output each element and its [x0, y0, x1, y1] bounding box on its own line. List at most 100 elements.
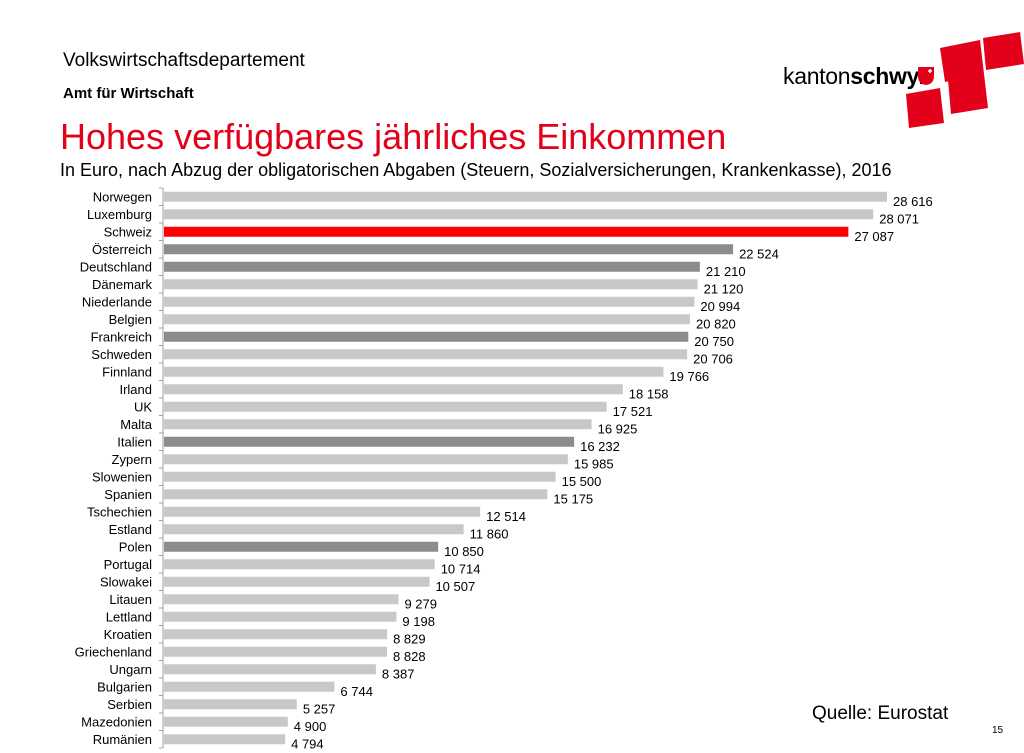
category-label: Finnland [102, 364, 152, 379]
bar-polen [164, 541, 439, 552]
bar-niederlande [164, 296, 695, 307]
bar-portugal [164, 559, 435, 570]
category-label: Portugal [104, 557, 153, 572]
category-label: Dänemark [92, 277, 152, 292]
bar-schweiz [164, 226, 849, 237]
logo-text-schwyz: schwyz [850, 63, 931, 89]
bar-mazedonien [164, 716, 288, 727]
department-name: Volkswirtschaftsdepartement [63, 50, 305, 71]
value-label: 8 829 [393, 631, 426, 646]
category-label: Griechenland [75, 644, 152, 659]
value-label: 19 766 [669, 369, 709, 384]
category-label: Frankreich [91, 329, 152, 344]
value-label: 17 521 [613, 404, 653, 419]
bar-italien [164, 436, 575, 447]
value-label: 9 279 [404, 596, 437, 611]
value-label: 21 210 [706, 264, 746, 279]
value-label: 15 985 [574, 456, 614, 471]
category-label: Niederlande [82, 294, 152, 309]
category-label: Estland [109, 522, 152, 537]
bar-irland [164, 384, 623, 395]
bar-serbien [164, 699, 297, 710]
bar-schweden [164, 349, 688, 360]
bar-norwegen [164, 191, 887, 202]
bar-zypern [164, 454, 568, 465]
category-label: Serbien [107, 697, 152, 712]
bar-slowenien [164, 471, 556, 482]
category-label: Spanien [104, 487, 152, 502]
value-label: 21 120 [704, 281, 744, 296]
bar-spanien [164, 489, 548, 500]
category-label: Italien [117, 434, 152, 449]
bar-belgien [164, 314, 691, 325]
value-label: 20 750 [694, 334, 734, 349]
bar-kroatien [164, 629, 388, 640]
source-note: Quelle: Eurostat [812, 703, 949, 724]
category-label: Schweiz [104, 224, 152, 239]
bar-rumänien [164, 734, 286, 745]
bar-tschechien [164, 506, 481, 517]
category-label: Belgien [109, 312, 152, 327]
value-label: 11 860 [470, 526, 509, 541]
value-label: 4 794 [291, 736, 324, 751]
category-label: UK [134, 399, 152, 414]
value-label: 8 387 [382, 666, 415, 681]
value-label: 9 198 [402, 614, 435, 629]
value-label: 20 820 [696, 316, 736, 331]
category-label: Ungarn [109, 662, 152, 677]
bar-deutschland [164, 261, 700, 272]
bar-litauen [164, 594, 399, 605]
page-number: 15 [992, 725, 1004, 736]
bar-dänemark [164, 279, 698, 290]
value-label: 22 524 [739, 246, 779, 261]
category-label: Österreich [92, 242, 152, 257]
logo-text-kanton: kanton [783, 63, 851, 89]
category-label: Norwegen [93, 189, 152, 204]
bar-estland [164, 524, 464, 535]
value-label: 20 994 [700, 299, 740, 314]
category-label: Zypern [112, 452, 152, 467]
category-label: Irland [119, 382, 152, 397]
category-label: Luxemburg [87, 207, 152, 222]
bar-bulgarien [164, 681, 335, 692]
bar-uk [164, 401, 607, 412]
category-label: Malta [120, 417, 153, 432]
office-name: Amt für Wirtschaft [63, 85, 194, 102]
category-label: Rumänien [93, 732, 152, 747]
bar-malta [164, 419, 592, 430]
value-label: 27 087 [854, 229, 894, 244]
category-label: Deutschland [80, 259, 152, 274]
bar-griechenland [164, 646, 388, 657]
category-label: Lettland [106, 609, 152, 624]
value-label: 18 158 [629, 386, 669, 401]
kanton-schwyz-logo: kantonschwyz [783, 63, 931, 90]
category-label: Bulgarien [97, 679, 152, 694]
value-label: 28 071 [879, 211, 919, 226]
value-label: 28 616 [893, 194, 933, 209]
value-label: 20 706 [693, 351, 733, 366]
category-label: Schweden [91, 347, 152, 362]
bar-frankreich [164, 331, 689, 342]
value-label: 10 507 [435, 579, 475, 594]
value-label: 10 714 [441, 561, 481, 576]
value-label: 10 850 [444, 544, 484, 559]
category-label: Mazedonien [81, 714, 152, 729]
shield-icon [918, 67, 934, 85]
slide-subtitle: In Euro, nach Abzug der obligatorischen … [60, 160, 892, 180]
value-label: 12 514 [486, 509, 526, 524]
bar-österreich [164, 244, 734, 255]
bar-lettland [164, 611, 397, 622]
value-label: 5 257 [303, 701, 336, 716]
value-label: 6 744 [340, 684, 373, 699]
bar-luxemburg [164, 209, 874, 220]
value-label: 8 828 [393, 649, 426, 664]
value-label: 15 175 [553, 491, 593, 506]
bar-finnland [164, 366, 664, 377]
category-label: Tschechien [87, 504, 152, 519]
bar-ungarn [164, 664, 376, 675]
value-label: 16 925 [598, 421, 638, 436]
value-label: 16 232 [580, 439, 620, 454]
category-label: Slowakei [100, 574, 152, 589]
category-label: Polen [119, 539, 152, 554]
